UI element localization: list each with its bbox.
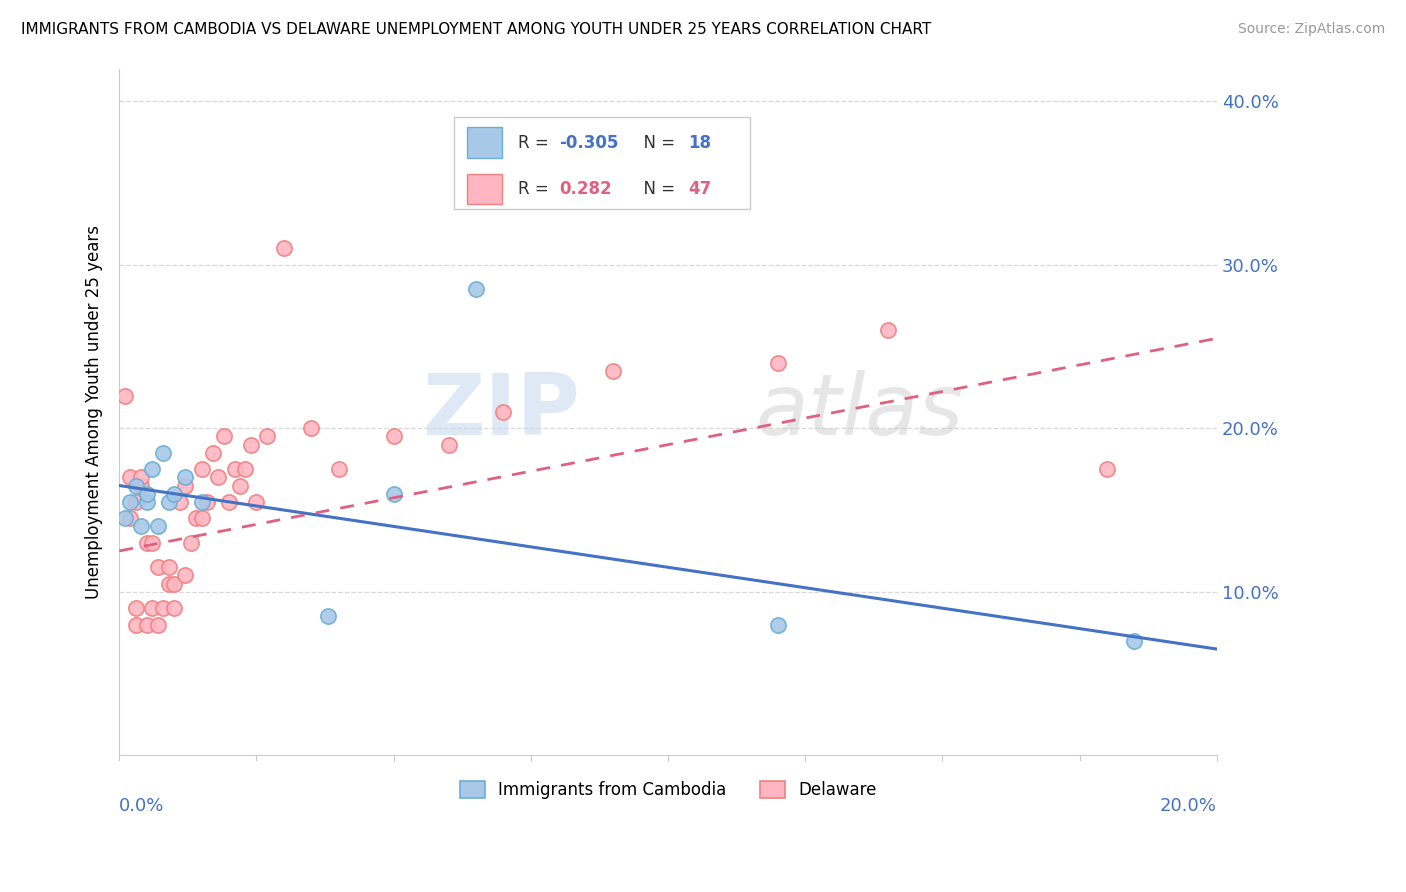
Point bbox=[766, 356, 789, 370]
Point bbox=[120, 511, 142, 525]
Point bbox=[195, 495, 218, 509]
Text: IMMIGRANTS FROM CAMBODIA VS DELAWARE UNEMPLOYMENT AMONG YOUTH UNDER 25 YEARS COR: IMMIGRANTS FROM CAMBODIA VS DELAWARE UNE… bbox=[21, 22, 931, 37]
Point bbox=[157, 576, 180, 591]
Text: N =: N = bbox=[633, 134, 681, 152]
Text: 0.282: 0.282 bbox=[560, 180, 612, 198]
Point bbox=[129, 478, 152, 492]
Point bbox=[492, 405, 515, 419]
Point bbox=[224, 462, 246, 476]
Point bbox=[120, 495, 142, 509]
Point bbox=[180, 535, 202, 549]
Text: 18: 18 bbox=[688, 134, 711, 152]
Text: Source: ZipAtlas.com: Source: ZipAtlas.com bbox=[1237, 22, 1385, 37]
Point bbox=[141, 535, 163, 549]
Text: 47: 47 bbox=[688, 180, 711, 198]
Point bbox=[316, 609, 339, 624]
Point bbox=[129, 470, 152, 484]
Point bbox=[190, 495, 212, 509]
Point bbox=[299, 421, 322, 435]
Text: 20.0%: 20.0% bbox=[1160, 797, 1216, 814]
FancyBboxPatch shape bbox=[454, 117, 751, 210]
Point bbox=[125, 478, 148, 492]
FancyBboxPatch shape bbox=[467, 128, 502, 158]
Point bbox=[135, 617, 157, 632]
Point bbox=[125, 601, 148, 615]
Point bbox=[174, 478, 197, 492]
Text: atlas: atlas bbox=[756, 370, 965, 453]
Text: 0.0%: 0.0% bbox=[120, 797, 165, 814]
Point bbox=[146, 617, 169, 632]
Point bbox=[163, 601, 186, 615]
Text: -0.305: -0.305 bbox=[560, 134, 619, 152]
Point bbox=[174, 470, 197, 484]
Point bbox=[157, 495, 180, 509]
Point bbox=[207, 470, 229, 484]
Point bbox=[190, 462, 212, 476]
Point bbox=[245, 495, 267, 509]
Point bbox=[1095, 462, 1118, 476]
Text: R =: R = bbox=[517, 134, 554, 152]
Point bbox=[146, 519, 169, 533]
Point bbox=[120, 470, 142, 484]
Text: N =: N = bbox=[633, 180, 681, 198]
Point bbox=[273, 241, 295, 255]
Point bbox=[174, 568, 197, 582]
Point bbox=[135, 486, 157, 500]
Point bbox=[201, 446, 224, 460]
Y-axis label: Unemployment Among Youth under 25 years: Unemployment Among Youth under 25 years bbox=[86, 225, 103, 599]
Point bbox=[218, 495, 240, 509]
Point bbox=[163, 486, 186, 500]
Point bbox=[235, 462, 257, 476]
Point bbox=[129, 519, 152, 533]
Point bbox=[212, 429, 235, 443]
Point bbox=[256, 429, 278, 443]
Point bbox=[876, 323, 898, 337]
Point bbox=[184, 511, 207, 525]
Text: R =: R = bbox=[517, 180, 554, 198]
Point bbox=[141, 462, 163, 476]
FancyBboxPatch shape bbox=[467, 174, 502, 204]
Point bbox=[240, 437, 263, 451]
Point bbox=[157, 560, 180, 574]
Point bbox=[163, 576, 186, 591]
Point bbox=[114, 511, 136, 525]
Legend: Immigrants from Cambodia, Delaware: Immigrants from Cambodia, Delaware bbox=[453, 774, 883, 805]
Point bbox=[382, 429, 405, 443]
Text: ZIP: ZIP bbox=[422, 370, 581, 453]
Point bbox=[152, 601, 174, 615]
Point bbox=[169, 495, 191, 509]
Point bbox=[114, 388, 136, 402]
Point bbox=[141, 601, 163, 615]
Point bbox=[229, 478, 252, 492]
Point bbox=[190, 511, 212, 525]
Point bbox=[465, 282, 488, 296]
Point bbox=[135, 535, 157, 549]
Point bbox=[602, 364, 624, 378]
Point bbox=[125, 495, 148, 509]
Point bbox=[1123, 633, 1146, 648]
Point bbox=[437, 437, 460, 451]
Point bbox=[328, 462, 350, 476]
Point bbox=[152, 446, 174, 460]
Point bbox=[146, 560, 169, 574]
Point bbox=[382, 486, 405, 500]
Point bbox=[125, 617, 148, 632]
Point bbox=[766, 617, 789, 632]
Point bbox=[135, 495, 157, 509]
